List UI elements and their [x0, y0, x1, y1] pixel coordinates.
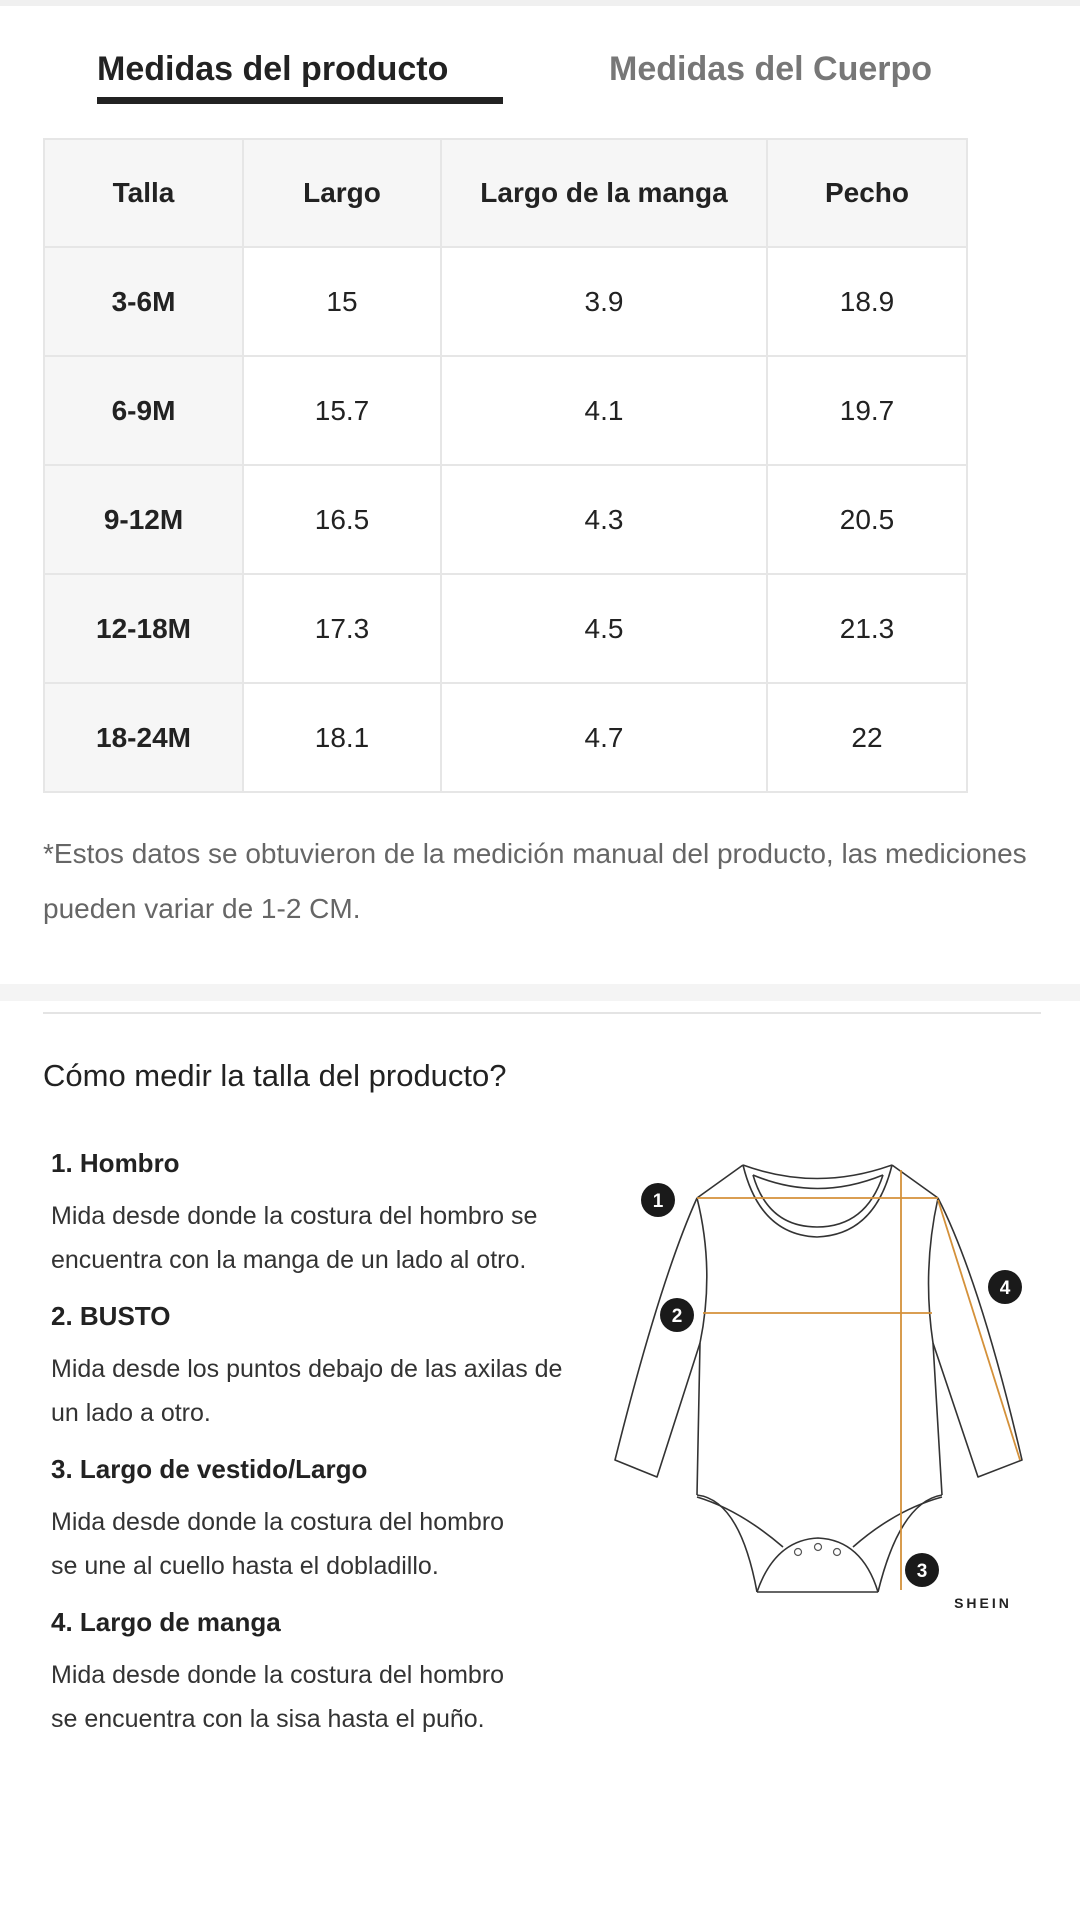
table-row: 3-6M 15 3.9 18.9	[43, 246, 968, 357]
table-row: 6-9M 15.7 4.1 19.7	[43, 355, 968, 466]
cell-pecho: 22	[766, 682, 968, 793]
badge-3: 3	[905, 1553, 939, 1587]
step-title: 4. Largo de manga	[51, 1607, 281, 1637]
cell-manga: 4.5	[440, 573, 768, 684]
step-title: 1. Hombro	[51, 1148, 180, 1178]
table-row: 18-24M 18.1 4.7 22	[43, 682, 968, 793]
step-description: Mida desde donde la costura del hombro s…	[51, 1202, 538, 1274]
step-description: Mida desde donde la costura del hombro s…	[51, 1661, 505, 1733]
size-table: Talla Largo Largo de la manga Pecho 3-6M…	[43, 138, 968, 793]
top-divider	[0, 0, 1080, 6]
table-header-row: Talla Largo Largo de la manga Pecho	[43, 138, 968, 248]
step-title: 3. Largo de vestido/Largo	[51, 1454, 368, 1484]
cell-manga: 4.3	[440, 464, 768, 575]
cell-largo: 15	[242, 246, 442, 357]
header-largo-manga: Largo de la manga	[440, 138, 768, 248]
cell-largo: 15.7	[242, 355, 442, 466]
measurement-lines	[697, 1170, 1021, 1590]
table-row: 9-12M 16.5 4.3 20.5	[43, 464, 968, 575]
cell-pecho: 19.7	[766, 355, 968, 466]
measurement-note: *Estos datos se obtuvieron de la medició…	[43, 838, 1027, 924]
bodysuit-measurement-diagram: 1 2 3 4 SHEIN	[614, 1164, 1023, 1611]
section-divider-line	[43, 1012, 1041, 1014]
step-sleeve: 4. Largo de manga Mida desde donde la co…	[51, 1602, 571, 1741]
cell-manga: 4.7	[440, 682, 768, 793]
how-to-measure-title: Cómo medir la talla del producto?	[43, 1058, 507, 1093]
cell-size: 18-24M	[43, 682, 244, 793]
cell-pecho: 18.9	[766, 246, 968, 357]
section-divider-band	[0, 984, 1080, 1001]
badge-4: 4	[988, 1270, 1022, 1304]
cell-pecho: 20.5	[766, 464, 968, 575]
header-talla: Talla	[43, 138, 244, 248]
tab-body-measurements[interactable]: Medidas del Cuerpo	[609, 50, 933, 88]
brand-logo: SHEIN	[954, 1595, 1012, 1611]
cell-pecho: 21.3	[766, 573, 968, 684]
svg-text:1: 1	[653, 1191, 664, 1212]
badge-2: 2	[660, 1298, 694, 1332]
step-length: 3. Largo de vestido/Largo Mida desde don…	[51, 1449, 571, 1588]
svg-text:3: 3	[917, 1561, 928, 1582]
svg-text:2: 2	[672, 1306, 683, 1327]
step-title: 2. BUSTO	[51, 1301, 171, 1331]
cell-manga: 3.9	[440, 246, 768, 357]
step-bust: 2. BUSTO Mida desde los puntos debajo de…	[51, 1296, 571, 1435]
measure-steps: 1. Hombro Mida desde donde la costura de…	[51, 1143, 571, 1755]
header-pecho: Pecho	[766, 138, 968, 248]
cell-largo: 17.3	[242, 573, 442, 684]
table-row: 12-18M 17.3 4.5 21.3	[43, 573, 968, 684]
cell-size: 6-9M	[43, 355, 244, 466]
badge-1: 1	[641, 1183, 675, 1217]
step-description: Mida desde donde la costura del hombro s…	[51, 1508, 505, 1580]
step-description: Mida desde los puntos debajo de las axil…	[51, 1355, 563, 1427]
header-largo: Largo	[242, 138, 442, 248]
tab-product-measurements[interactable]: Medidas del producto	[97, 50, 449, 88]
cell-size: 3-6M	[43, 246, 244, 357]
svg-text:4: 4	[1000, 1278, 1011, 1299]
cell-size: 12-18M	[43, 573, 244, 684]
step-shoulder: 1. Hombro Mida desde donde la costura de…	[51, 1143, 571, 1282]
bodysuit-outline	[614, 1164, 1023, 1593]
cell-largo: 16.5	[242, 464, 442, 575]
sleeve-line	[937, 1199, 1021, 1461]
cell-largo: 18.1	[242, 682, 442, 793]
active-tab-indicator	[97, 97, 503, 104]
snap-buttons	[793, 1542, 842, 1557]
cell-manga: 4.1	[440, 355, 768, 466]
cell-size: 9-12M	[43, 464, 244, 575]
